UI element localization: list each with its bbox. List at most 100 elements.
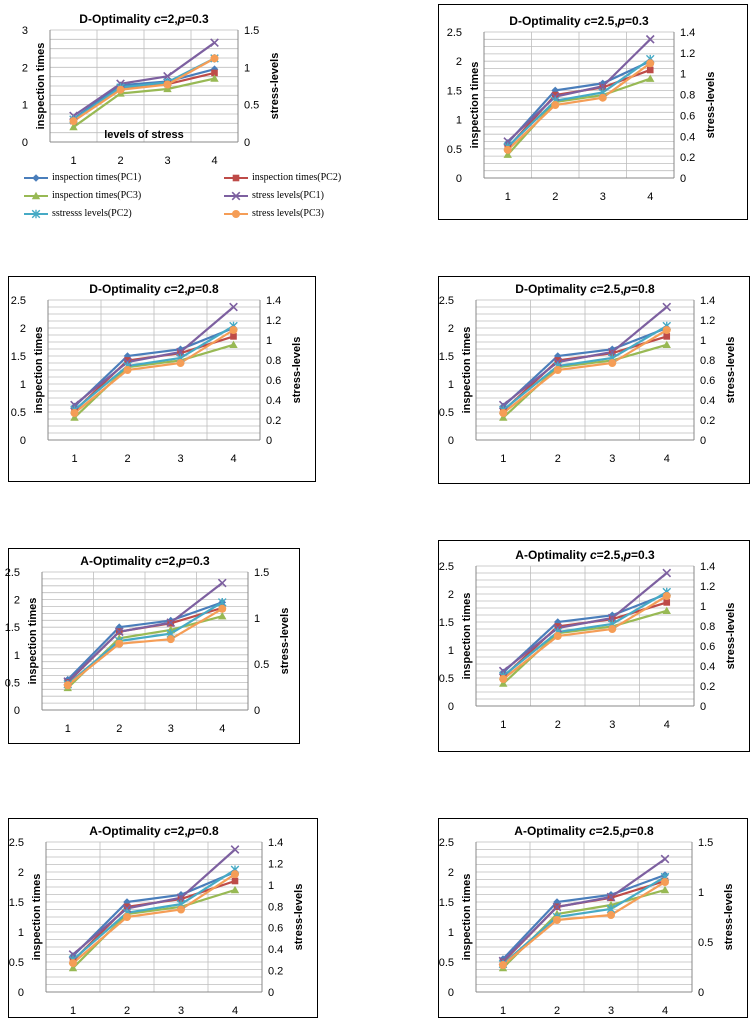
x-tick-label: 2 (555, 453, 561, 465)
data-point (123, 903, 131, 911)
data-point (663, 599, 671, 606)
data-point (608, 625, 617, 633)
x-tick-label: 3 (600, 191, 606, 203)
y-tick-right-label: 0 (268, 987, 274, 999)
chart-d-optimality-c25-p08: 0 0.5 1 1.5 2 2.5 0 0.2 0.4 0.6 0.8 1 1.2 1.4 1 2 3 4 D-Op… (438, 276, 750, 484)
y-axis-right-label: stress-levels (723, 884, 735, 951)
y-tick-right-label: 1.4 (700, 295, 715, 307)
data-point (69, 122, 78, 131)
legend-marker (32, 173, 40, 182)
data-point (646, 74, 655, 82)
y-tick-right-label: 1 (700, 335, 706, 347)
y-tick-left-label: 0 (14, 705, 20, 717)
data-point (218, 604, 227, 613)
chart-a-optimality-c25-p08: 0 0.5 1 1.5 2 2.5 0 0.5 1 1.5 1 2 3 4 A-Optimality c=2… (438, 818, 748, 1018)
series-line (72, 873, 236, 964)
series-line (72, 41, 216, 117)
y-axis-right-label: stress-levels (279, 608, 291, 675)
x-tick-label: 1 (65, 723, 71, 735)
y-tick-left-label: 0 (456, 173, 462, 185)
legend-marker (232, 209, 240, 218)
data-point (68, 963, 78, 972)
data-point (554, 357, 562, 364)
y-tick-left-label: 1.5 (5, 622, 20, 634)
data-point (210, 54, 219, 63)
x-tick-label: 4 (219, 723, 225, 735)
y-tick-left-label: 0 (448, 435, 454, 447)
data-point (124, 357, 131, 364)
legend-swatch (24, 173, 48, 182)
x-tick-label: 3 (609, 719, 615, 731)
x-tick-label: 4 (662, 1005, 668, 1017)
x-axis-label: levels of stress (104, 129, 184, 141)
y-tick-left-label: 1.5 (11, 351, 26, 363)
y-tick-left-label: 2.5 (439, 837, 454, 849)
data-point (115, 639, 124, 648)
legend-marker (31, 191, 41, 199)
series-line (502, 591, 668, 677)
chart-title: D-Optimality c=2,p=0.3 (79, 12, 209, 26)
y-tick-left-label: 2.5 (5, 567, 20, 579)
series-line (72, 77, 215, 128)
series-line (73, 325, 235, 411)
legend-item: inspection times(PC2) (224, 172, 341, 183)
data-point (499, 675, 508, 683)
chart-d-optimality-c2-p08: 0 0.5 1 1.5 2 2.5 0 0.2 0.4 0.6 0.8 1 1.2 1.4 1 2 3 4 D-Op… (8, 276, 316, 482)
data-point (646, 59, 655, 68)
y-tick-left-label: 1 (14, 650, 20, 662)
legend-label: inspection times(PC3) (52, 190, 142, 201)
x-tick-label: 1 (500, 453, 506, 465)
data-point (662, 326, 671, 334)
legend-item: stress levels(PC3) (224, 208, 324, 219)
series-line (502, 326, 668, 408)
y-tick-right-label: 1 (266, 335, 272, 347)
data-point (69, 959, 77, 968)
legend-label: stress levels(PC3) (252, 208, 324, 219)
data-point (662, 568, 672, 578)
data-point (499, 409, 508, 417)
series-line (502, 881, 666, 966)
series-points (69, 54, 219, 126)
y-tick-left-label: 2.5 (439, 561, 454, 573)
y-axis-left-label: inspection times (27, 598, 39, 685)
y-axis-right-label: stress-levels (293, 884, 305, 951)
chart-title: D-Optimality c=2,p=0.8 (89, 282, 219, 296)
data-point (551, 91, 559, 99)
y-tick-right-label: 1.2 (680, 48, 695, 60)
series-line (506, 60, 651, 144)
data-point (551, 101, 560, 109)
legend-item: inspection times(PC1) (24, 172, 141, 183)
x-tick-label: 4 (647, 191, 653, 203)
chart-frame (8, 818, 318, 1018)
legend-swatch (224, 209, 248, 218)
data-point (552, 902, 562, 912)
y-tick-right-label: 1 (244, 62, 250, 74)
data-point (217, 578, 227, 588)
data-point (177, 905, 185, 914)
x-tick-label: 4 (211, 155, 217, 167)
data-point (231, 877, 239, 885)
y-tick-left-label: 0 (18, 987, 24, 999)
y-tick-right-label: 0.2 (700, 415, 715, 427)
data-point (69, 117, 78, 126)
chart-frame (438, 540, 750, 752)
data-point (663, 333, 671, 340)
x-tick-label: 2 (116, 723, 122, 735)
y-tick-right-label: 1.2 (266, 315, 281, 327)
chart-d-optimality-c25-p03: 0 0.5 1 1.5 2 2.5 0 0.2 0.4 0.6 0.8 1 1.2 1.4 1 2 3 4 D-Op… (438, 4, 748, 220)
x-tick-label: 3 (168, 723, 174, 735)
data-point (166, 635, 175, 644)
y-tick-right-label: 0.6 (700, 641, 715, 653)
legend-swatch (24, 209, 48, 218)
data-point (230, 333, 237, 340)
data-point (229, 326, 238, 334)
legend-item: inspection times(PC3) (24, 190, 141, 201)
x-tick-label: 2 (552, 191, 558, 203)
series-line (502, 876, 666, 965)
y-tick-right-label: 0.4 (700, 395, 715, 407)
series-line (72, 868, 236, 961)
y-tick-left-label: 2.5 (9, 837, 24, 849)
series-line (72, 57, 216, 123)
y-tick-right-label: 0 (698, 987, 704, 999)
y-tick-left-label: 0.5 (11, 407, 26, 419)
